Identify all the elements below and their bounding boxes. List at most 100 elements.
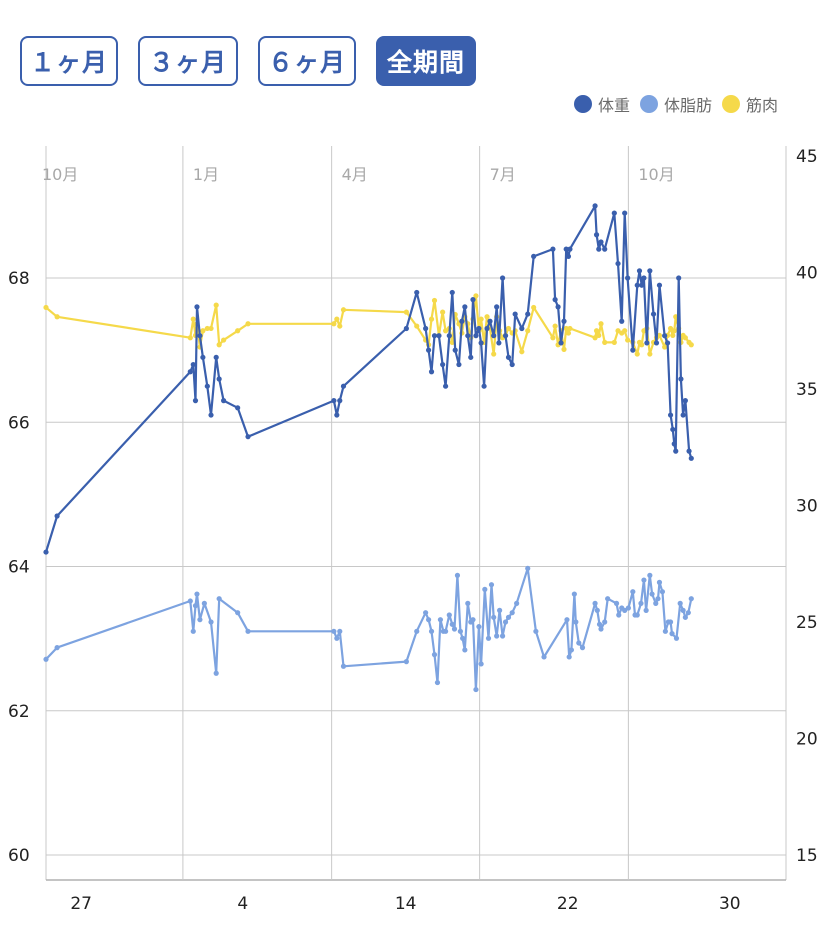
data-point-weight	[216, 376, 222, 382]
data-point-body-fat	[491, 614, 497, 620]
data-point-body-fat	[616, 612, 622, 618]
tab-1-month[interactable]: １ヶ月	[20, 36, 118, 86]
data-point-body-fat	[541, 654, 547, 660]
data-point-muscle	[221, 337, 227, 343]
x-tick-label: 27	[70, 894, 92, 914]
y-right-tick-label: 15	[796, 846, 818, 866]
data-point-weight	[340, 383, 347, 389]
data-point-muscle	[43, 304, 49, 311]
data-point-weight	[484, 325, 490, 332]
legend-label-muscle: 筋肉	[745, 96, 778, 115]
y-left-tick-label: 62	[8, 702, 30, 722]
data-point-weight	[622, 210, 628, 216]
legend-item-body-fat[interactable]: 体脂肪	[639, 92, 712, 116]
data-point-body-fat	[437, 617, 444, 623]
data-point-weight	[596, 246, 602, 252]
data-point-weight	[54, 513, 60, 519]
data-point-weight	[213, 354, 219, 360]
data-point-muscle	[662, 344, 668, 350]
data-point-weight	[481, 383, 487, 389]
period-tabs: １ヶ月 ３ヶ月 ６ヶ月 全期間	[20, 36, 476, 86]
data-point-body-fat	[505, 614, 512, 620]
legend-swatch-body-fat	[639, 95, 658, 113]
data-point-body-fat	[622, 607, 628, 613]
data-point-weight	[682, 398, 688, 404]
data-point-weight	[567, 246, 573, 252]
data-point-body-fat	[641, 577, 647, 583]
y-left-tick-label: 68	[8, 269, 30, 289]
month-label: 10月	[42, 165, 78, 184]
data-point-muscle	[656, 332, 663, 339]
data-point-weight	[245, 434, 251, 440]
tab-6-months[interactable]: ６ヶ月	[258, 36, 356, 86]
data-point-body-fat	[638, 600, 644, 606]
data-point-body-fat	[688, 596, 694, 602]
data-point-body-fat	[669, 631, 675, 637]
data-point-muscle	[431, 297, 438, 304]
data-point-body-fat	[673, 635, 680, 641]
data-point-weight	[531, 253, 537, 259]
data-point-muscle	[54, 314, 60, 320]
data-point-muscle	[622, 328, 628, 334]
data-point-muscle	[602, 339, 608, 345]
data-point-muscle	[688, 342, 694, 348]
data-point-muscle	[647, 351, 653, 357]
data-point-body-fat	[187, 598, 193, 604]
data-point-weight	[502, 333, 509, 339]
data-point-weight	[491, 333, 497, 339]
x-tick-label: 14	[395, 894, 417, 914]
data-point-muscle	[596, 332, 602, 339]
data-point-weight	[505, 354, 512, 360]
data-point-body-fat	[647, 572, 653, 579]
data-point-weight	[470, 297, 476, 303]
data-point-weight	[331, 398, 337, 404]
tab-all-period[interactable]: 全期間	[376, 36, 476, 86]
data-point-body-fat	[340, 663, 347, 669]
data-point-muscle	[639, 342, 645, 348]
data-point-body-fat	[630, 589, 636, 595]
data-point-weight	[680, 412, 686, 418]
data-point-muscle	[190, 316, 196, 322]
data-point-muscle	[484, 314, 490, 320]
data-point-weight	[563, 246, 569, 252]
data-point-body-fat	[54, 645, 60, 651]
data-point-weight	[476, 325, 482, 332]
data-point-body-fat	[337, 628, 343, 634]
data-point-body-fat	[677, 600, 683, 606]
data-point-weight	[468, 354, 474, 360]
data-point-body-fat	[613, 600, 620, 606]
data-point-body-fat	[497, 607, 503, 613]
data-point-body-fat	[245, 628, 251, 634]
data-point-weight	[428, 369, 435, 375]
y-right-tick-label: 45	[796, 147, 818, 167]
data-point-body-fat	[525, 565, 531, 572]
data-point-weight	[555, 304, 561, 310]
data-point-muscle	[519, 349, 525, 355]
month-label: 10月	[638, 165, 674, 184]
data-point-muscle	[208, 325, 214, 332]
data-point-body-fat	[649, 591, 655, 597]
data-point-weight	[440, 361, 446, 368]
data-point-weight	[449, 289, 455, 296]
data-point-weight	[334, 412, 340, 418]
data-point-body-fat	[425, 617, 432, 623]
data-point-muscle	[200, 328, 206, 334]
tab-3-months[interactable]: ３ヶ月	[138, 36, 238, 86]
data-point-weight	[414, 289, 420, 296]
legend-item-weight[interactable]: 体重	[573, 92, 630, 116]
data-point-body-fat	[667, 619, 674, 625]
data-point-body-fat	[194, 591, 200, 597]
data-point-weight	[423, 325, 429, 332]
data-point-weight	[650, 311, 657, 317]
data-point-body-fat	[208, 619, 214, 625]
data-point-body-fat	[514, 600, 520, 606]
data-point-muscle	[245, 321, 251, 327]
data-point-weight	[558, 340, 564, 346]
data-point-body-fat	[476, 624, 482, 630]
legend-item-muscle[interactable]: 筋肉	[721, 92, 778, 116]
data-point-weight	[688, 455, 694, 461]
data-point-weight	[644, 340, 650, 346]
data-point-muscle	[187, 335, 193, 341]
x-tick-label: 22	[557, 894, 579, 914]
data-point-body-fat	[566, 654, 572, 660]
